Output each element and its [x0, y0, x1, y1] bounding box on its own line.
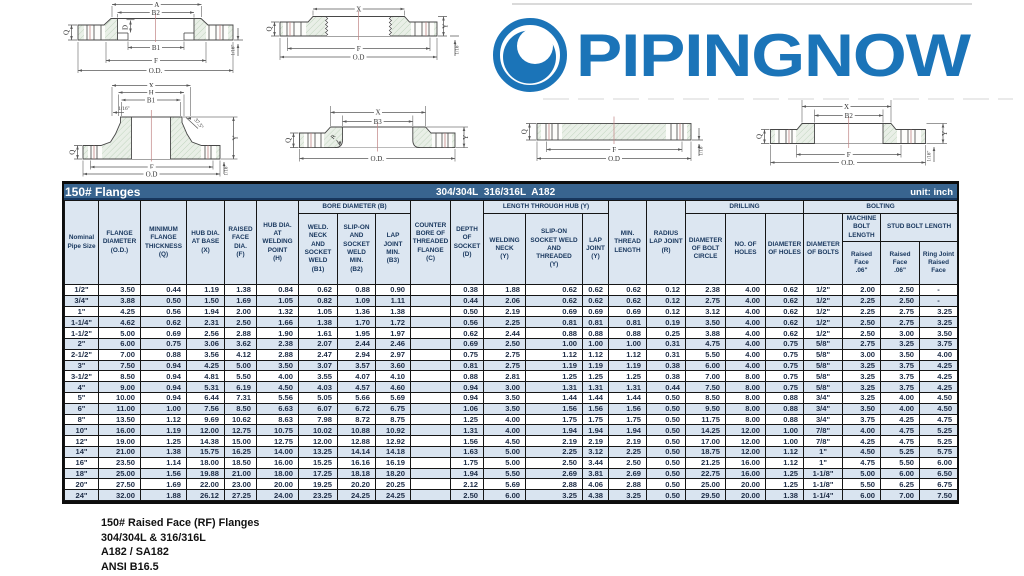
svg-text:Q: Q: [265, 26, 273, 31]
svg-text:R: R: [330, 134, 337, 141]
svg-text:O.D.: O.D.: [370, 155, 384, 163]
svg-text:Q: Q: [62, 30, 70, 35]
svg-text:H: H: [149, 89, 154, 97]
svg-text:F: F: [847, 151, 851, 159]
svg-text:O.D.: O.D.: [149, 67, 163, 75]
svg-text:Y: Y: [442, 24, 450, 29]
svg-text:O.D: O.D: [608, 155, 620, 163]
svg-text:F: F: [357, 45, 361, 53]
svg-text:Q: Q: [284, 138, 292, 143]
svg-text:Y: Y: [462, 135, 470, 140]
svg-text:1/16": 1/16": [456, 44, 461, 55]
svg-text:Q: Q: [520, 129, 528, 134]
svg-text:1/16": 1/16": [928, 151, 933, 162]
svg-text:O.D: O.D: [353, 53, 365, 61]
svg-text:O.D.: O.D.: [841, 159, 855, 167]
svg-text:B3: B3: [374, 118, 383, 126]
svg-text:37.5°: 37.5°: [192, 117, 205, 131]
svg-text:X: X: [149, 82, 154, 90]
svg-text:Y: Y: [232, 135, 240, 140]
svg-text:X: X: [375, 109, 380, 117]
svg-text:B2: B2: [152, 9, 161, 17]
svg-text:O.D: O.D: [146, 170, 158, 178]
svg-text:X: X: [844, 103, 849, 111]
svg-text:Q: Q: [68, 150, 76, 155]
svg-text:F: F: [154, 57, 158, 65]
svg-text:F: F: [612, 146, 616, 154]
svg-text:Y: Y: [941, 131, 949, 136]
svg-text:1/16": 1/16": [225, 165, 230, 176]
svg-text:F: F: [150, 163, 154, 171]
svg-text:B2: B2: [845, 112, 854, 120]
svg-text:B1: B1: [152, 44, 161, 52]
svg-text:1/16": 1/16": [232, 45, 237, 56]
svg-text:B1: B1: [147, 96, 156, 104]
svg-text:X: X: [356, 5, 361, 13]
svg-text:A: A: [154, 1, 159, 9]
svg-text:1/16": 1/16": [118, 106, 129, 112]
svg-text:1/16": 1/16": [700, 145, 705, 156]
svg-text:Q: Q: [755, 134, 763, 139]
svg-text:D: D: [122, 25, 130, 30]
